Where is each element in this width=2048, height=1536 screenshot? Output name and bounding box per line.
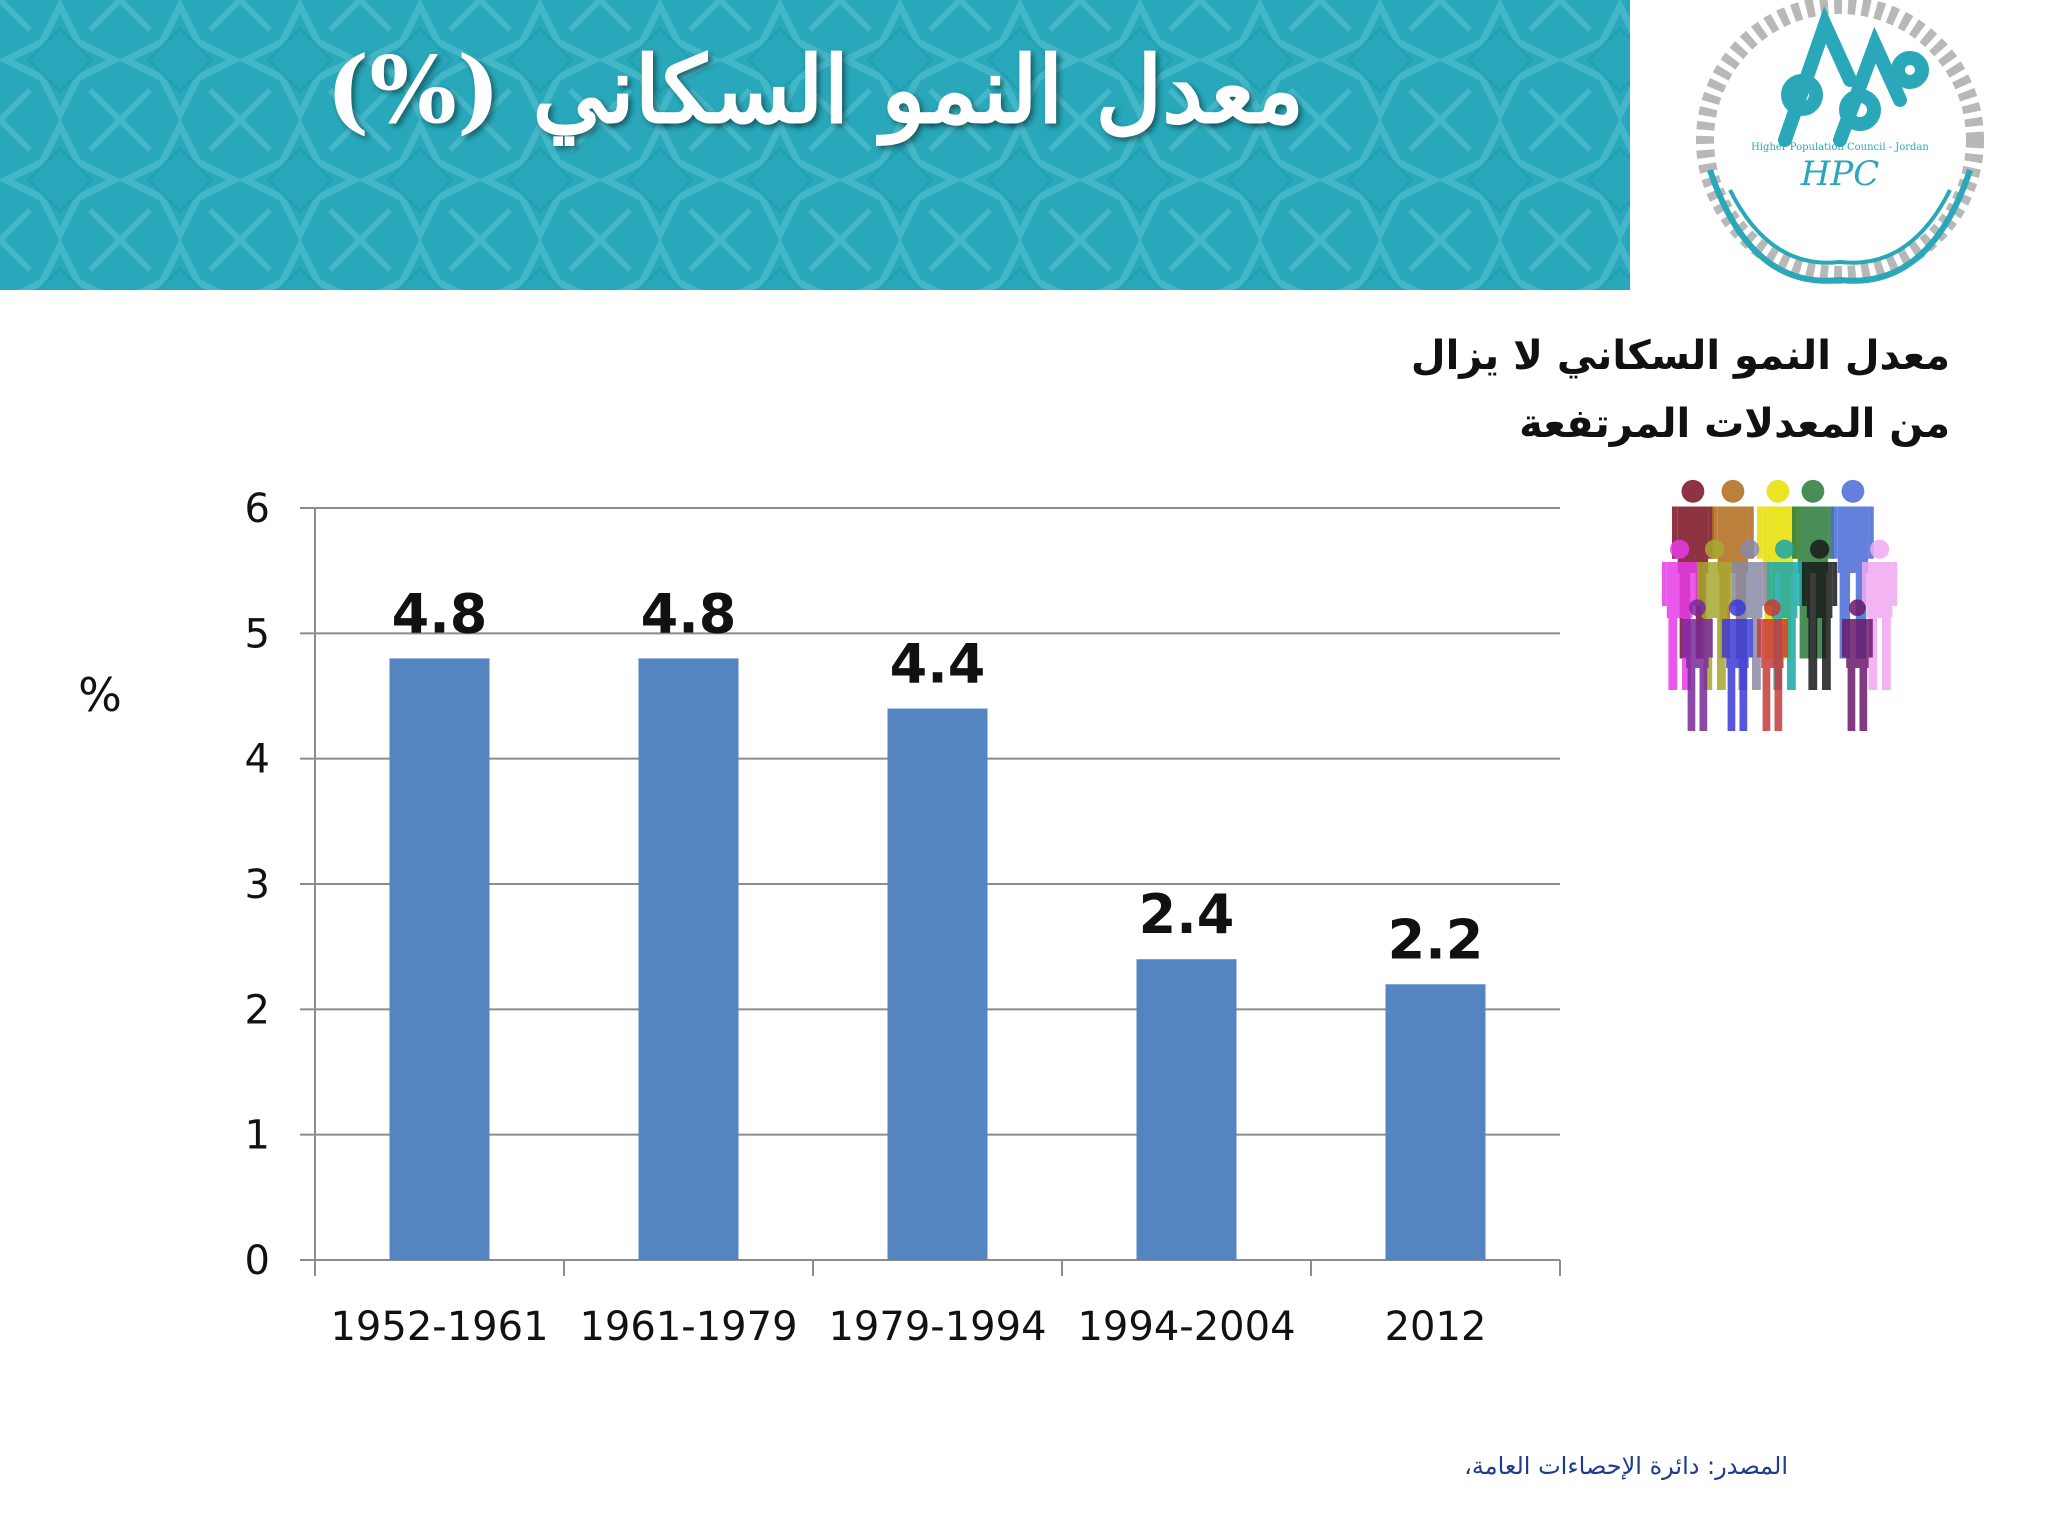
data-label: 4.8: [641, 582, 737, 645]
bar: [1385, 984, 1486, 1260]
person-figure: [1757, 599, 1788, 731]
person-figure: [1832, 479, 1874, 659]
source-note: المصدر: دائرة الإحصاءات العامة،: [1464, 1452, 1788, 1480]
y-tick-label: 2: [245, 987, 270, 1033]
x-tick-label: 1961-1979: [579, 1304, 797, 1350]
person-figure: [1662, 539, 1698, 690]
person-figure: [1862, 539, 1898, 690]
person-figure: [1672, 479, 1714, 659]
logo-small-text: Higher Population Council - Jordan: [1751, 142, 1929, 153]
y-tick-label: 4: [245, 737, 270, 783]
bar-chart: 0 1 2 3 4 5 6% 4.8 1952-1961 4.8 1961-1979 4.4 1979-…: [60, 460, 1620, 1380]
person-figure: [1722, 599, 1753, 731]
person-figure: [1682, 599, 1713, 731]
bar: [1136, 959, 1237, 1260]
x-tick-label: 1979-1994: [828, 1304, 1046, 1350]
banner-pattern: [0, 0, 1630, 290]
x-tick-label: 1952-1961: [330, 1304, 548, 1350]
y-tick-label: 3: [245, 862, 270, 908]
person-figure: [1842, 599, 1873, 731]
logo-text: HPC: [1800, 154, 1880, 194]
subtitle-line-2: من المعدلات المرتفعة: [1519, 401, 1950, 447]
data-label: 4.8: [392, 582, 488, 645]
subtitle: معدل النمو السكاني لا يزال من المعدلات ا…: [1390, 322, 1950, 458]
bar: [389, 658, 490, 1260]
hpc-logo-icon: Higher Population Council - Jordan HPC: [1690, 0, 1990, 300]
bar: [887, 708, 988, 1260]
subtitle-line-1: معدل النمو السكاني لا يزال: [1410, 333, 1950, 379]
data-label: 2.4: [1139, 883, 1235, 946]
x-tick-label: 2012: [1385, 1304, 1487, 1350]
people-crowd-icon: [1662, 478, 1938, 740]
data-label: 4.4: [890, 633, 986, 696]
y-tick-label: 5: [245, 611, 270, 657]
y-tick-label: 1: [245, 1113, 270, 1159]
x-tick-label: 1994-2004: [1077, 1304, 1295, 1350]
y-tick-label: 6: [245, 486, 270, 532]
header-banner: [0, 0, 1630, 290]
slide-title: معدل النمو السكاني (%): [325, 36, 1305, 144]
bar: [638, 658, 739, 1260]
data-label: 2.2: [1388, 908, 1484, 971]
y-axis-label: %: [78, 668, 122, 722]
y-tick-label: 0: [245, 1238, 270, 1284]
person-figure: [1802, 539, 1838, 690]
